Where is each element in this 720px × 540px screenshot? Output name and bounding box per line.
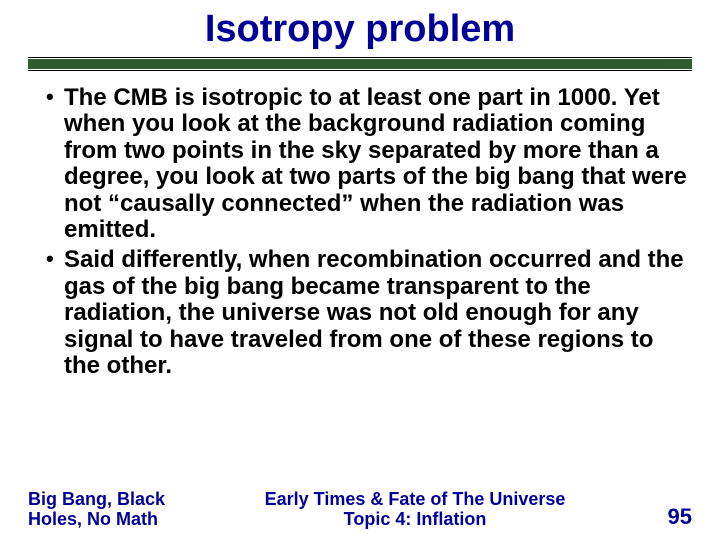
list-item: The CMB is isotropic to at least one par…: [46, 85, 692, 243]
slide-footer: Big Bang, Black Holes, No Math Early Tim…: [28, 489, 692, 530]
footer-center-line2: Topic 4: Inflation: [198, 509, 632, 530]
footer-left: Big Bang, Black Holes, No Math: [28, 489, 198, 530]
list-item: Said differently, when recombination occ…: [46, 247, 692, 379]
bullet-list: The CMB is isotropic to at least one par…: [28, 85, 692, 379]
divider-bar: [28, 59, 692, 69]
footer-center-line1: Early Times & Fate of The Universe: [198, 489, 632, 510]
page-number: 95: [632, 504, 692, 530]
footer-left-line1: Big Bang, Black: [28, 489, 198, 510]
footer-center: Early Times & Fate of The Universe Topic…: [198, 489, 632, 530]
slide-title: Isotropy problem: [28, 8, 692, 51]
divider-line-bottom: [28, 70, 692, 71]
title-divider: [28, 57, 692, 71]
bullet-text: Said differently, when recombination occ…: [64, 246, 684, 379]
bullet-text: The CMB is isotropic to at least one par…: [64, 84, 687, 243]
divider-line-top: [28, 57, 692, 58]
slide-container: Isotropy problem The CMB is isotropic to…: [0, 0, 720, 540]
footer-left-line2: Holes, No Math: [28, 509, 198, 530]
